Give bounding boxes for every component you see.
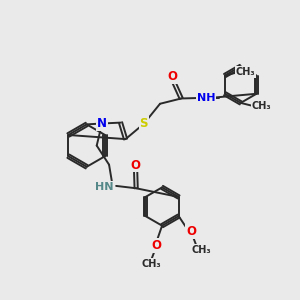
Text: CH₃: CH₃ (236, 67, 255, 77)
Text: S: S (140, 117, 148, 130)
Text: HN: HN (94, 182, 113, 191)
Text: CH₃: CH₃ (192, 245, 212, 255)
Text: CH₃: CH₃ (251, 101, 271, 111)
Text: N: N (97, 117, 107, 130)
Text: O: O (130, 158, 141, 172)
Text: O: O (186, 225, 196, 238)
Text: CH₃: CH₃ (142, 259, 161, 269)
Text: O: O (152, 238, 162, 252)
Text: O: O (167, 70, 177, 83)
Text: NH: NH (197, 93, 215, 103)
